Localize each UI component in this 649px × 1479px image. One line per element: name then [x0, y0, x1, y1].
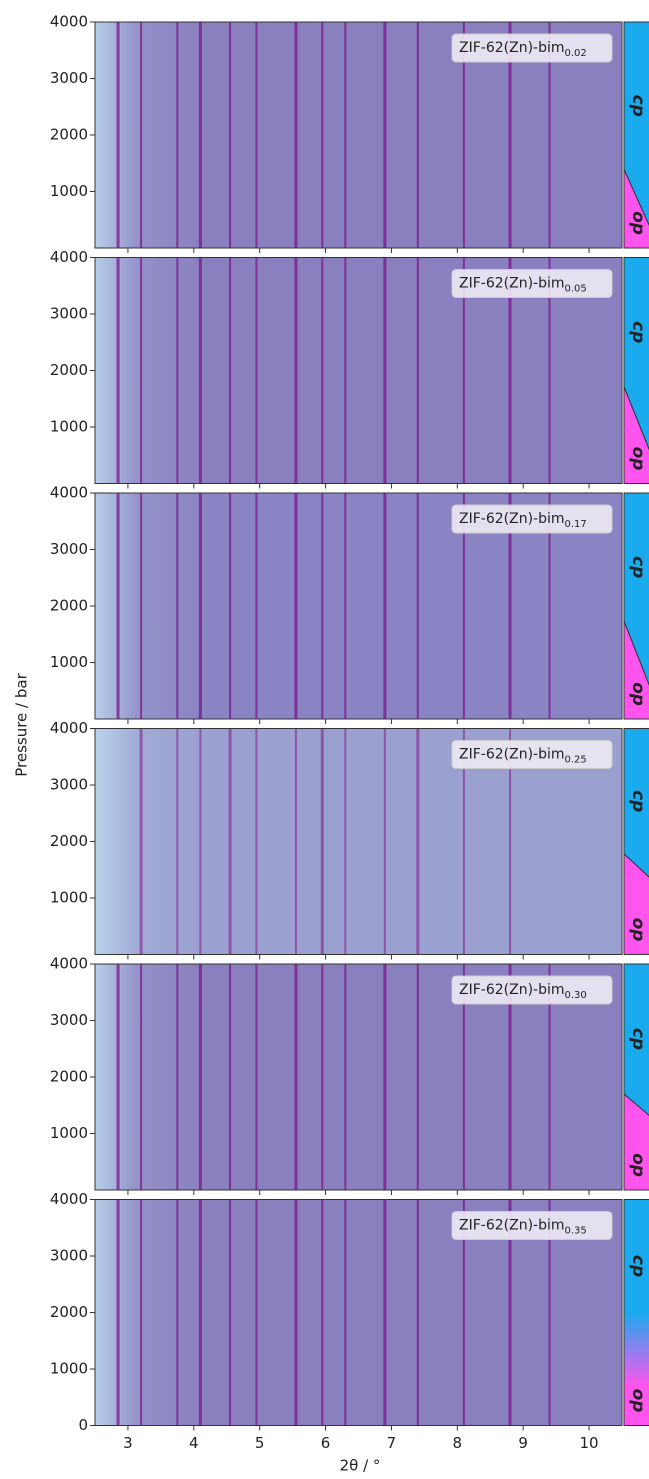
y-tick-label: 4000	[50, 484, 88, 502]
phase-label: cp	[628, 1028, 648, 1050]
sample-label: ZIF-62(Zn)-bim0.02	[459, 40, 587, 59]
label-box	[451, 1211, 613, 1240]
x-axis-label: 2θ / °	[340, 1457, 381, 1475]
y-tick-label: 1000	[50, 418, 88, 436]
phase-cp	[623, 728, 649, 878]
sample-label: ZIF-62(Zn)-bim0.17	[459, 511, 587, 530]
x-tick-label: 9	[518, 1434, 528, 1452]
phase-cp	[623, 963, 649, 1117]
y-tick-label: 4000	[50, 955, 88, 973]
x-tick-label: 8	[453, 1434, 463, 1452]
sample-name: ZIF-62(Zn)-bim	[459, 747, 565, 763]
sample-label: ZIF-62(Zn)-bim0.05	[459, 276, 587, 295]
y-tick-label: 3000	[50, 305, 88, 323]
y-tick-label: 3000	[50, 1247, 88, 1265]
phase-label: cp	[628, 321, 648, 343]
phase-op	[623, 852, 649, 955]
y-tick-label: 0	[78, 1416, 88, 1434]
phase-op	[623, 386, 649, 484]
sample-name: ZIF-62(Zn)-bim	[459, 511, 565, 527]
y-tick-label: 3000	[50, 776, 88, 794]
phase-region	[623, 1199, 649, 1426]
y-tick-label: 4000	[50, 1190, 88, 1208]
x-tick-label: 5	[255, 1434, 265, 1452]
sample-name: ZIF-62(Zn)-bim	[459, 40, 565, 56]
y-tick-label: 2000	[50, 1068, 88, 1086]
label-box	[451, 269, 613, 298]
label-box	[451, 975, 613, 1005]
y-tick-label: 2000	[50, 597, 88, 615]
sample-subscript: 0.30	[565, 990, 587, 1001]
sample-label: ZIF-62(Zn)-bim0.35	[459, 1218, 587, 1237]
y-tick-label: 1000	[50, 889, 88, 907]
phase-label: op	[628, 1153, 648, 1177]
sample-subscript: 0.17	[565, 519, 587, 530]
label-box	[451, 504, 613, 534]
y-tick-label: 4000	[50, 719, 88, 737]
phase-label: cp	[628, 790, 648, 812]
phase-label: op	[628, 211, 648, 235]
sample-name: ZIF-62(Zn)-bim	[459, 982, 565, 998]
label-box	[451, 740, 613, 769]
phase-op	[623, 1092, 649, 1191]
sample-name: ZIF-62(Zn)-bim	[459, 1218, 565, 1234]
phase-cp	[623, 21, 649, 227]
y-tick-label: 1000	[50, 182, 88, 200]
y-tick-label: 3000	[50, 540, 88, 558]
label-box	[451, 33, 613, 63]
y-axis-label: Pressure / bar	[13, 672, 31, 776]
phase-op	[623, 621, 649, 720]
sample-name: ZIF-62(Zn)-bim	[459, 276, 565, 292]
y-tick-label: 1000	[50, 1360, 88, 1378]
x-tick-label: 10	[580, 1434, 599, 1452]
phase-label: cp	[628, 95, 648, 117]
sample-subscript: 0.02	[565, 48, 587, 59]
y-tick-label: 2000	[50, 1303, 88, 1321]
phase-op	[623, 169, 649, 249]
phase-label: cp	[628, 556, 648, 578]
phase-label: op	[628, 1389, 648, 1413]
x-tick-label: 3	[123, 1434, 133, 1452]
phase-label: op	[628, 918, 648, 942]
y-tick-label: 3000	[50, 69, 88, 87]
y-tick-label: 1000	[50, 1124, 88, 1142]
y-tick-label: 4000	[50, 13, 88, 31]
phase-label: op	[628, 447, 648, 471]
y-tick-label: 1000	[50, 653, 88, 671]
phase-label: op	[628, 682, 648, 706]
phase-label: cp	[628, 1255, 648, 1277]
y-tick-label: 2000	[50, 832, 88, 850]
sample-label: ZIF-62(Zn)-bim0.25	[459, 747, 587, 766]
y-tick-label: 2000	[50, 126, 88, 144]
sample-label: ZIF-62(Zn)-bim0.30	[459, 982, 587, 1001]
sample-subscript: 0.25	[565, 755, 587, 766]
y-tick-label: 3000	[50, 1011, 88, 1029]
sample-subscript: 0.35	[565, 1226, 587, 1237]
y-tick-label: 4000	[50, 248, 88, 266]
x-tick-label: 4	[189, 1434, 199, 1452]
x-tick-label: 6	[321, 1434, 331, 1452]
sample-subscript: 0.05	[565, 284, 587, 295]
y-tick-label: 2000	[50, 361, 88, 379]
x-tick-label: 7	[387, 1434, 397, 1452]
